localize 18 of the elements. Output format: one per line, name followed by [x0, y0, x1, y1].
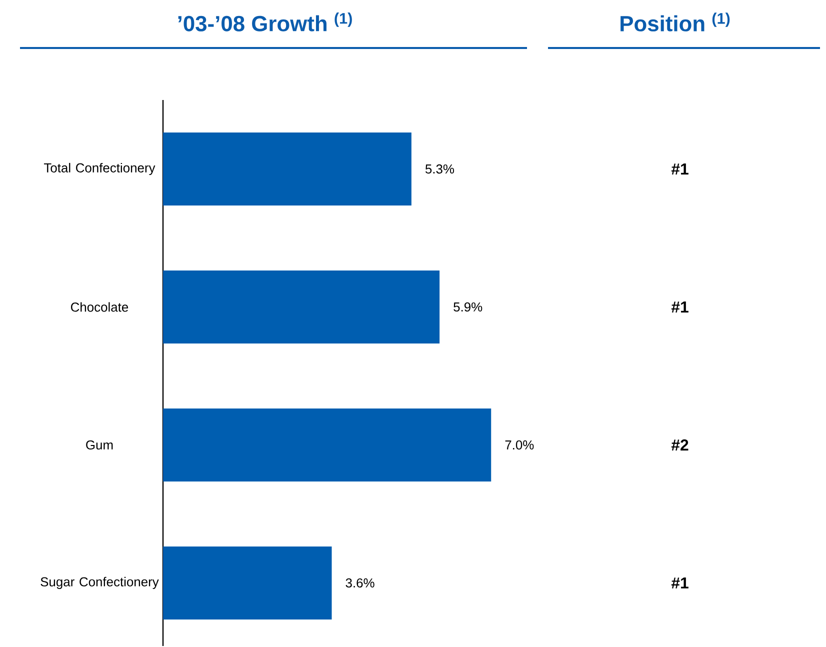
data-label: 5.3%: [425, 164, 454, 174]
data-label: 5.9%: [454, 302, 482, 312]
data-label: 3.6%: [346, 578, 374, 588]
text: #1: [671, 578, 688, 589]
y-tick-label: Sugar Confectionery: [40, 577, 159, 590]
y-tick-label: Total Confectionery: [44, 163, 156, 176]
bar: [163, 132, 412, 206]
y-tick-label: Chocolate: [70, 302, 128, 312]
text: Position $^{(1)}$: [620, 12, 730, 32]
text: #1: [671, 164, 688, 175]
text: #2: [671, 440, 688, 451]
text: #1: [671, 302, 688, 313]
data-label: 7.0%: [505, 440, 534, 450]
y-tick-label: Gum: [86, 440, 113, 450]
chart-title: ’03-’08 Growth $^{(1)}$: [178, 12, 352, 32]
bar: [163, 546, 332, 620]
bar: [163, 270, 440, 344]
bar: [163, 408, 492, 482]
